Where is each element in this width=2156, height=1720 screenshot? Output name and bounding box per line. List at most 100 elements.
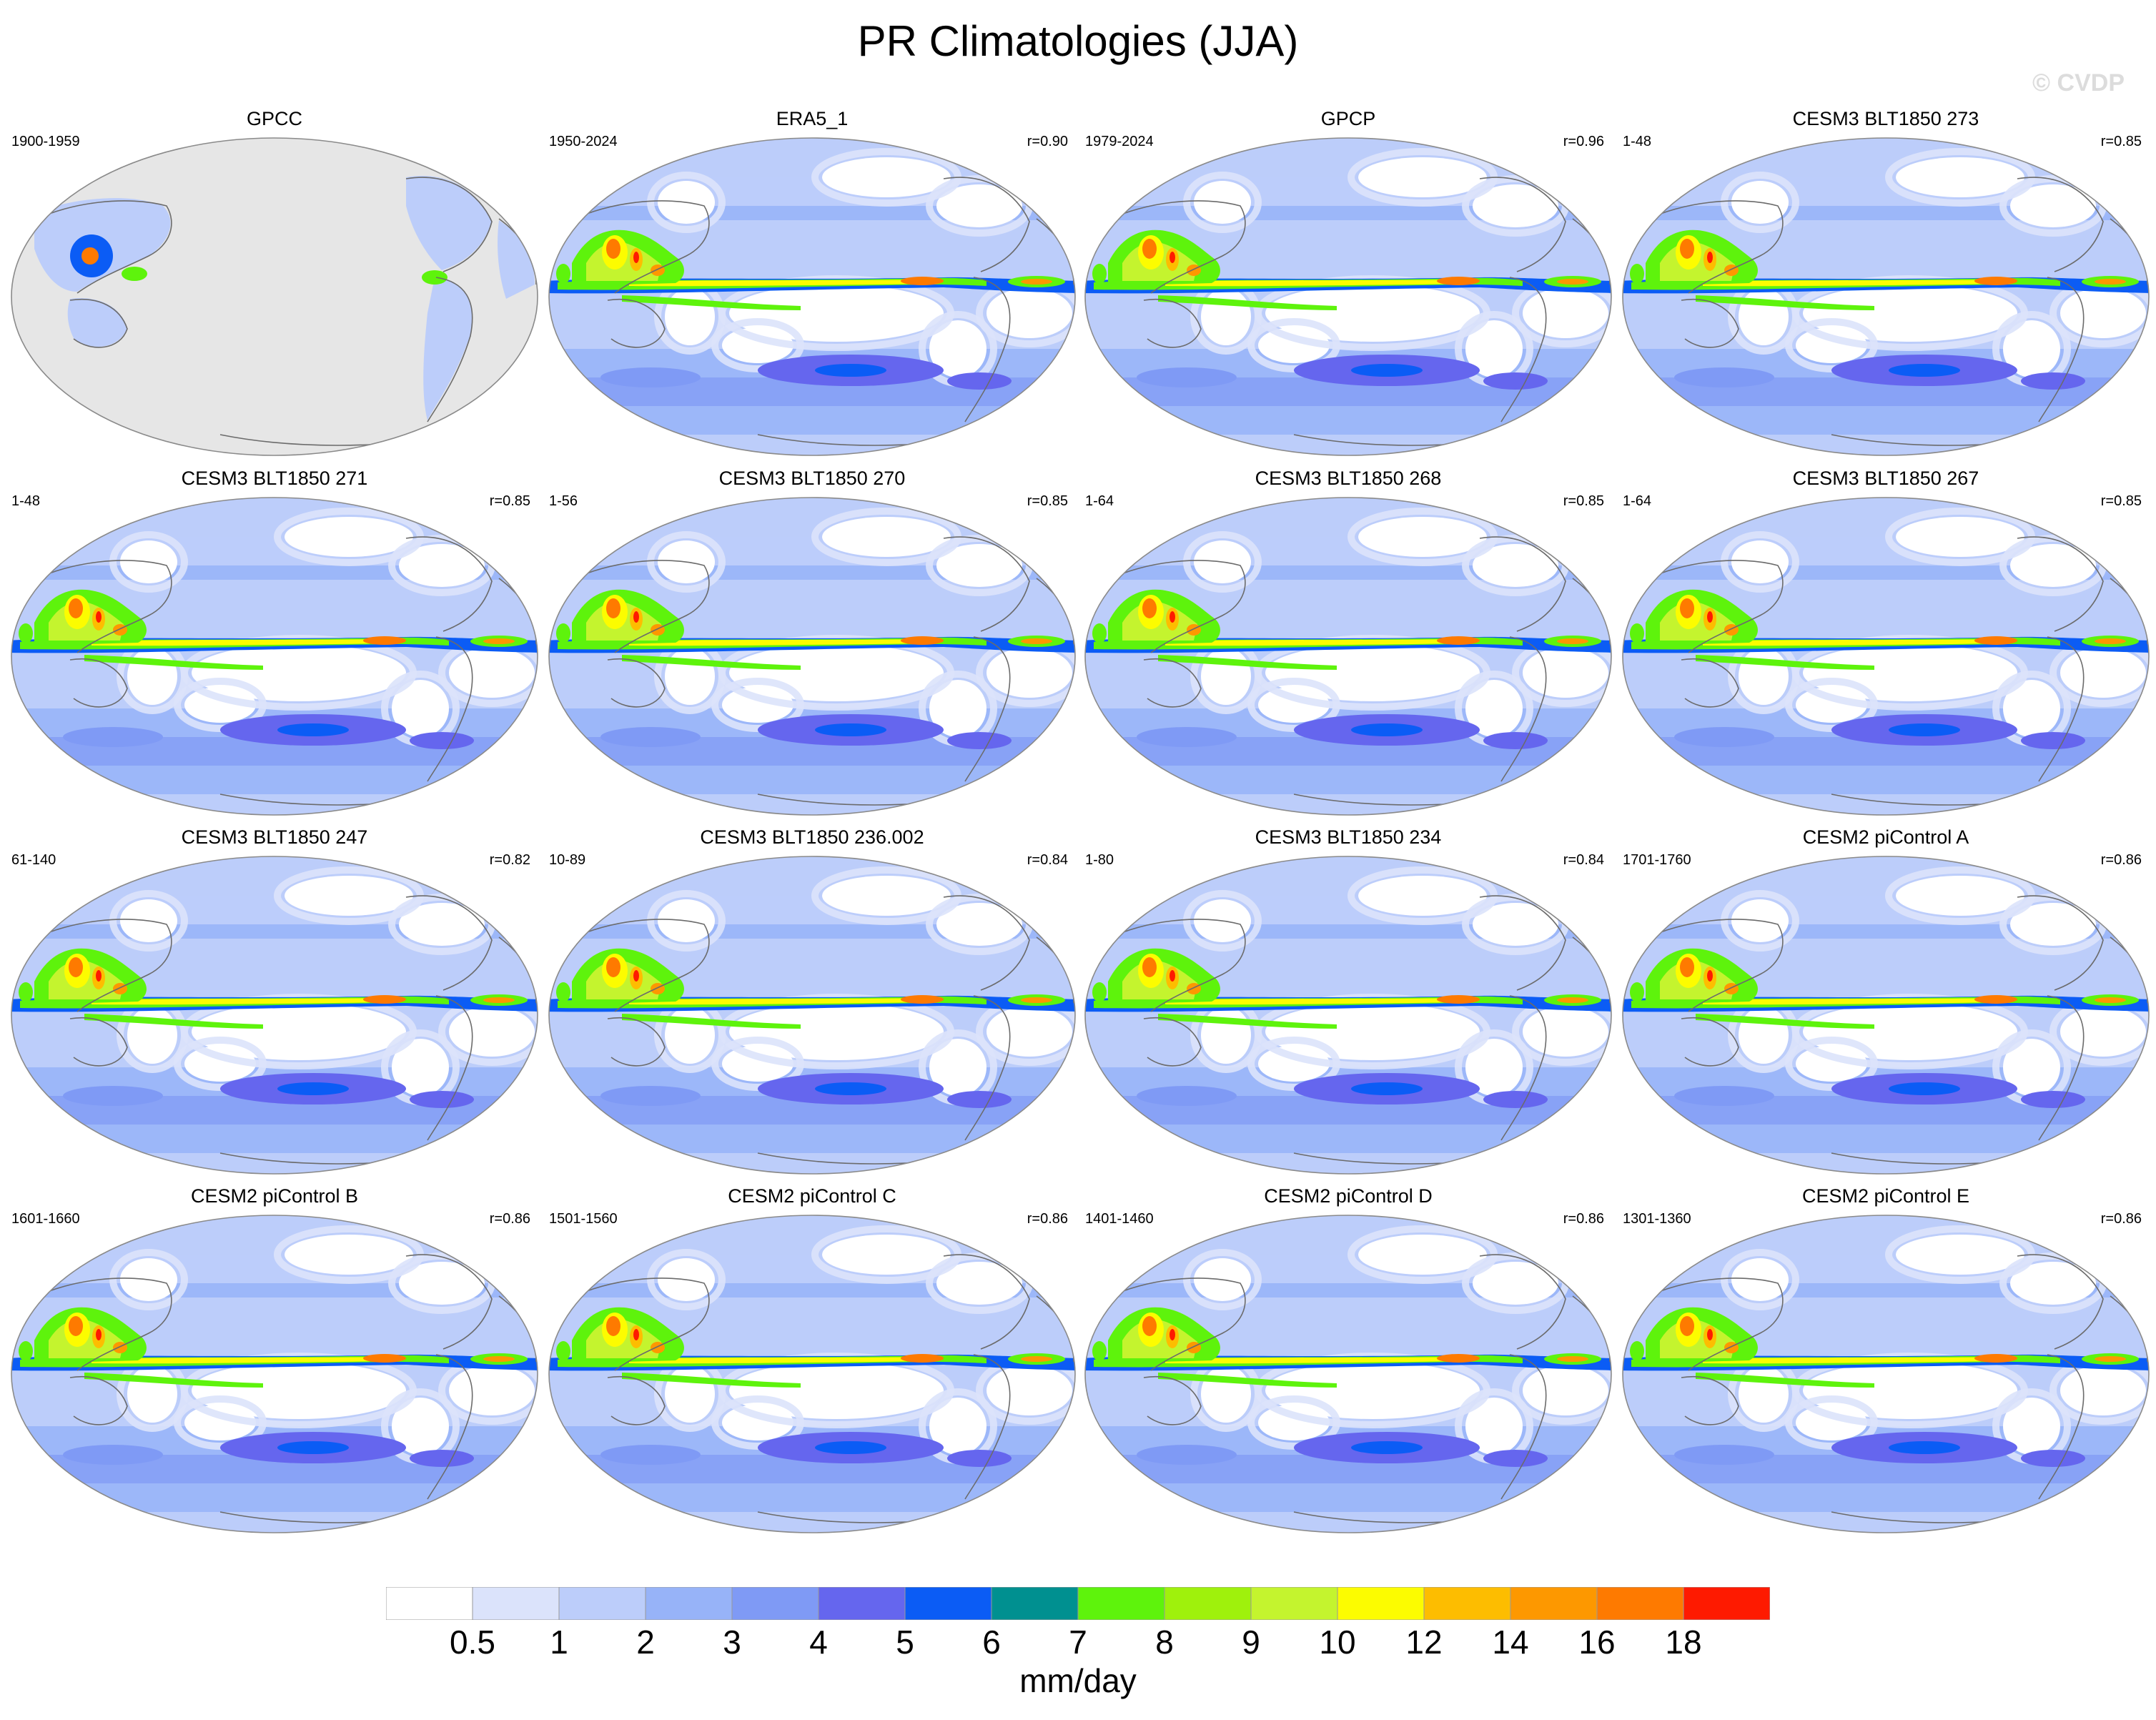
panel-pattern-correlation: r=0.85 — [1027, 493, 1068, 509]
colorbar-swatch — [1337, 1586, 1425, 1621]
colorbar-swatch — [1423, 1586, 1511, 1621]
colorbar-tick-label: 6 — [982, 1623, 1001, 1661]
map-panel: CESM2 piControl C 1501-1560 r=0.86 — [543, 1185, 1081, 1542]
colorbar-tick-label: 12 — [1405, 1623, 1443, 1661]
watermark-text: © CVDP — [2032, 69, 2125, 97]
colorbar-swatch — [1683, 1586, 1771, 1621]
map-panel: CESM3 BLT1850 271 1-48 r=0.85 — [6, 467, 543, 824]
panel-pattern-correlation: r=0.85 — [489, 493, 530, 509]
panel-title: CESM3 BLT1850 273 — [1792, 108, 1979, 129]
map-panel: ERA5_1 1950-2024 r=0.90 — [543, 107, 1081, 465]
panel-pattern-correlation: r=0.86 — [1027, 1211, 1068, 1227]
colorbar-tick-label: 16 — [1578, 1623, 1616, 1661]
colorbar-swatch — [472, 1586, 560, 1621]
map-panel: CESM3 BLT1850 268 1-64 r=0.85 — [1079, 467, 1617, 824]
colorbar-swatch — [558, 1586, 646, 1621]
colorbar-swatch — [731, 1586, 819, 1621]
precip-map — [548, 1215, 1076, 1533]
panel-pattern-correlation: r=0.85 — [2100, 134, 2142, 149]
colorbar-swatch — [991, 1586, 1079, 1621]
panel-years: 1900-1959 — [11, 134, 80, 149]
precip-map — [1622, 497, 2150, 816]
panel-years: 1701-1760 — [1623, 852, 1691, 868]
map-panel: CESM3 BLT1850 247 61-140 r=0.82 — [6, 826, 543, 1183]
panel-pattern-correlation: r=0.84 — [1027, 852, 1068, 868]
panel-pattern-correlation: r=0.86 — [2100, 1211, 2142, 1227]
panel-title: CESM2 piControl C — [728, 1185, 896, 1207]
panel-title: CESM3 BLT1850 236.002 — [700, 826, 924, 848]
panel-title: CESM3 BLT1850 271 — [181, 468, 368, 489]
panel-years: 1601-1660 — [11, 1211, 80, 1227]
panel-title: ERA5_1 — [776, 108, 849, 129]
panel-years: 1-64 — [1085, 493, 1114, 509]
panel-pattern-correlation: r=0.85 — [1563, 493, 1604, 509]
panel-years: 1-48 — [11, 493, 41, 509]
map-panel: CESM2 piControl A 1701-1760 r=0.86 — [1617, 826, 2155, 1183]
colorbar-tick-label: 14 — [1492, 1623, 1529, 1661]
panel-pattern-correlation: r=0.84 — [1563, 852, 1604, 868]
colorbar-tick-label: 18 — [1665, 1623, 1702, 1661]
panel-title: CESM2 piControl A — [1802, 826, 1969, 848]
colorbar-tick-label: 1 — [550, 1623, 568, 1661]
panel-title: CESM3 BLT1850 234 — [1255, 826, 1442, 848]
figure-title: PR Climatologies (JJA) — [857, 17, 1299, 65]
panel-years: 1301-1360 — [1623, 1211, 1691, 1227]
colorbar-swatch — [1164, 1586, 1252, 1621]
panel-years: 1-56 — [549, 493, 578, 509]
precip-map — [1084, 497, 1612, 816]
map-panel: CESM3 BLT1850 234 1-80 r=0.84 — [1079, 826, 1617, 1183]
colorbar-tick-label: 8 — [1155, 1623, 1174, 1661]
precip-map — [1084, 856, 1612, 1175]
panel-years: 1401-1460 — [1085, 1211, 1154, 1227]
colorbar — [385, 1586, 1771, 1621]
map-panel: CESM3 BLT1850 270 1-56 r=0.85 — [543, 467, 1081, 824]
panel-pattern-correlation: r=0.85 — [2100, 493, 2142, 509]
map-panel: CESM2 piControl E 1301-1360 r=0.86 — [1617, 1185, 2155, 1542]
precip-map — [1622, 137, 2150, 456]
precip-map — [1622, 1215, 2150, 1533]
precip-map — [548, 856, 1076, 1175]
colorbar-tick-label: 5 — [896, 1623, 914, 1661]
panel-pattern-correlation: r=0.90 — [1027, 134, 1068, 149]
colorbar-swatch — [1250, 1586, 1338, 1621]
panel-title: CESM3 BLT1850 270 — [718, 468, 906, 489]
panel-years: 1-80 — [1085, 852, 1114, 868]
panel-pattern-correlation: r=0.82 — [489, 852, 530, 868]
colorbar-swatch — [385, 1586, 473, 1621]
colorbar-swatch — [645, 1586, 733, 1621]
precip-map — [548, 137, 1076, 456]
precip-map — [548, 497, 1076, 816]
colorbar-tick-label: 7 — [1069, 1623, 1087, 1661]
panel-title: GPCP — [1320, 108, 1376, 129]
map-panel: CESM3 BLT1850 273 1-48 r=0.85 — [1617, 107, 2155, 465]
panel-title: CESM3 BLT1850 247 — [181, 826, 368, 848]
map-panel: CESM2 piControl D 1401-1460 r=0.86 — [1079, 1185, 1617, 1542]
panel-years: 1979-2024 — [1085, 134, 1154, 149]
map-panel: GPCC 1900-1959 — [6, 107, 543, 465]
map-panel: CESM3 BLT1850 236.002 10-89 r=0.84 — [543, 826, 1081, 1183]
panel-title: CESM2 piControl B — [190, 1185, 359, 1207]
precip-map — [11, 856, 538, 1175]
colorbar-swatches — [385, 1586, 1771, 1621]
precip-map — [11, 497, 538, 816]
panel-title: CESM3 BLT1850 267 — [1792, 468, 1979, 489]
colorbar-tick-label: 2 — [636, 1623, 655, 1661]
panel-title: CESM2 piControl D — [1264, 1185, 1433, 1207]
panel-years: 1-48 — [1623, 134, 1652, 149]
colorbar-labels: 0.5 1 2 3 4 5 6 7 8 9 10 12 14 16 18 — [0, 1621, 2156, 1664]
panel-title: GPCC — [246, 108, 302, 129]
panel-pattern-correlation: r=0.96 — [1563, 134, 1604, 149]
colorbar-tick-label: 9 — [1242, 1623, 1260, 1661]
colorbar-swatch — [904, 1586, 992, 1621]
precip-map — [11, 137, 538, 456]
panel-years: 1950-2024 — [549, 134, 618, 149]
colorbar-swatch — [818, 1586, 906, 1621]
map-panel: CESM3 BLT1850 267 1-64 r=0.85 — [1617, 467, 2155, 824]
colorbar-tick-label: 3 — [723, 1623, 741, 1661]
panel-years: 61-140 — [11, 852, 56, 868]
colorbar-tick-label: 0.5 — [450, 1623, 495, 1661]
precip-map — [11, 1215, 538, 1533]
panel-pattern-correlation: r=0.86 — [1563, 1211, 1604, 1227]
panel-years: 1501-1560 — [549, 1211, 618, 1227]
precip-map — [1084, 137, 1612, 456]
